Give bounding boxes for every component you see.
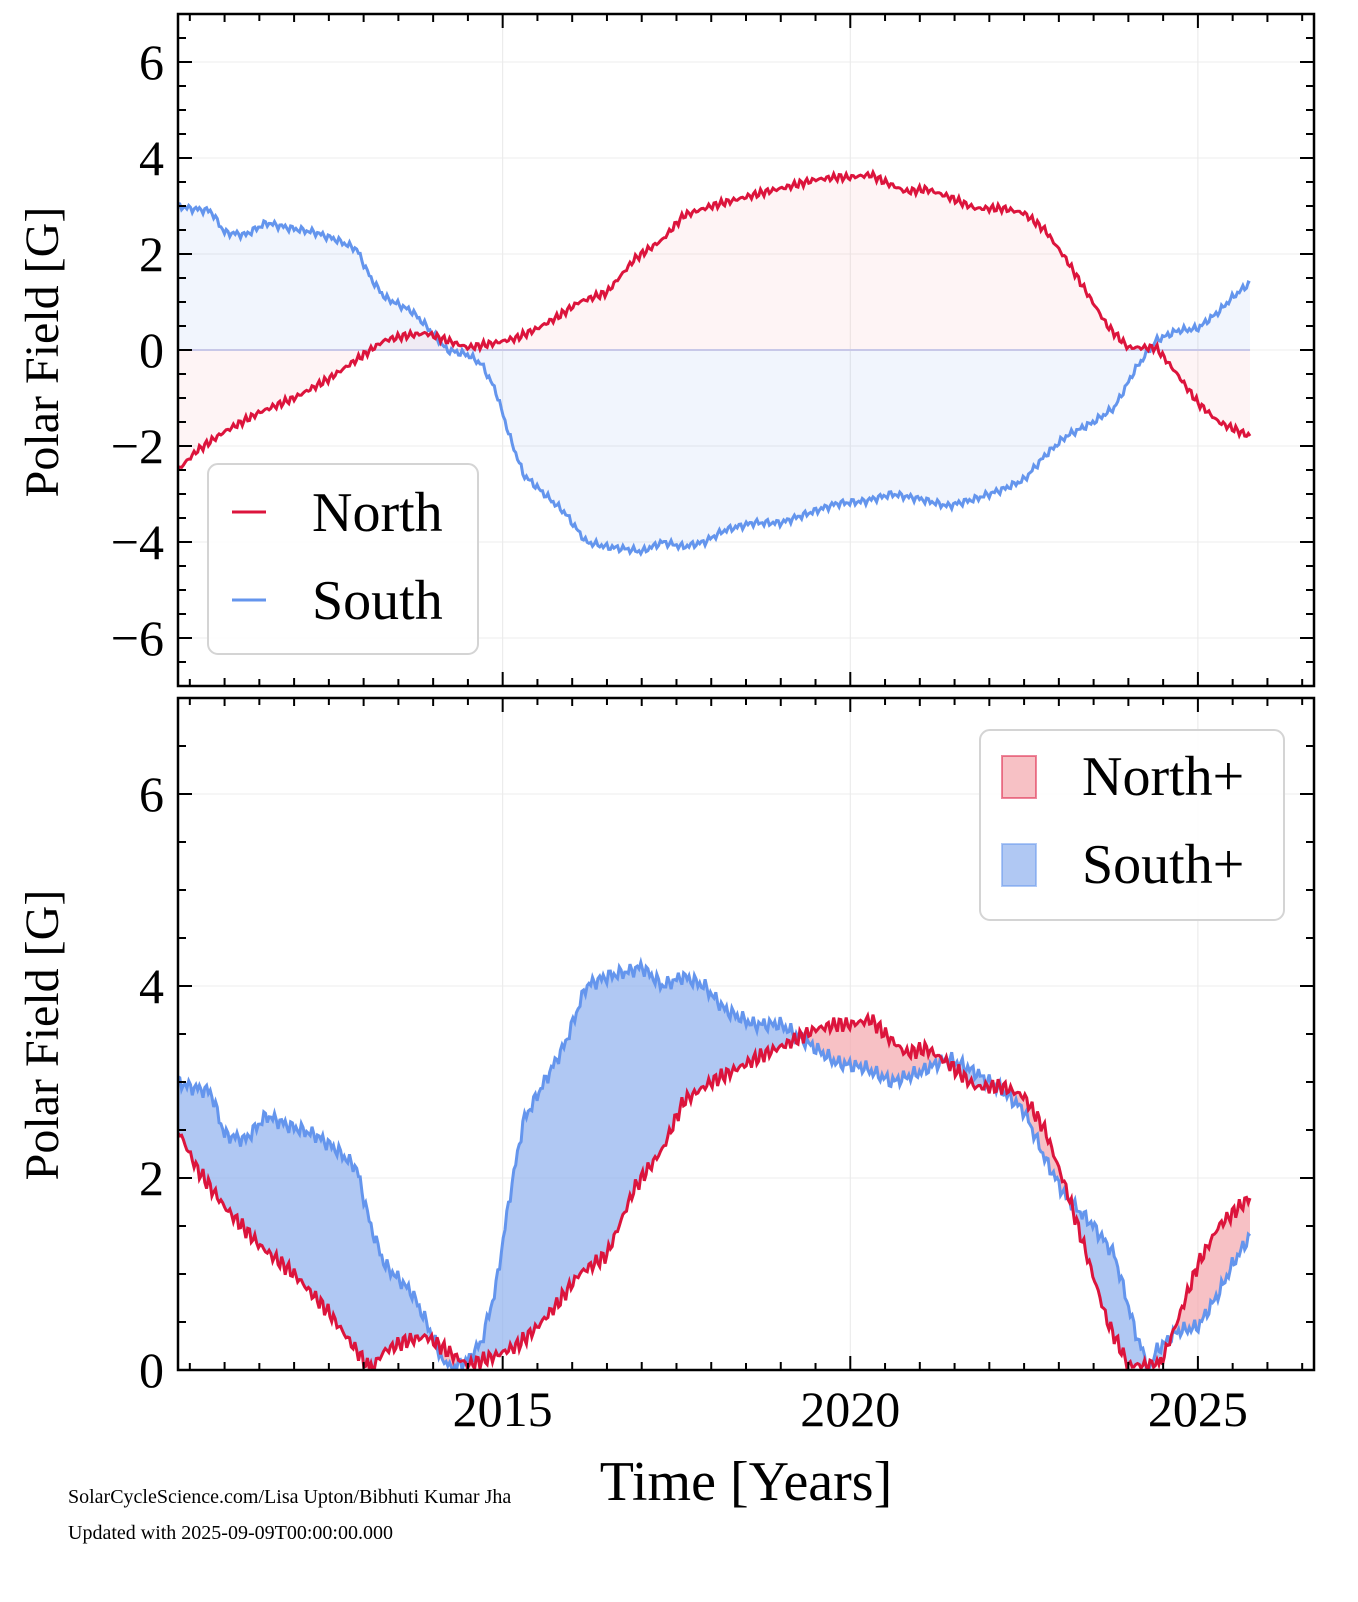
- north-plus-fill: [801, 1014, 941, 1087]
- x-tick-label: 2015: [453, 1381, 553, 1437]
- south-plus-fill: [985, 1074, 993, 1094]
- y-tick-label: 0: [139, 322, 164, 378]
- axes: 0 2 4 6 2015 2020 2025: [139, 696, 1316, 1437]
- y-tick-label: −2: [111, 418, 164, 474]
- y-tick-label: 0: [139, 1342, 164, 1398]
- south-plus-fill: [463, 962, 795, 1369]
- south-plus-fill: [178, 1076, 432, 1370]
- legend-label-south: South: [312, 570, 443, 632]
- north-zero-fill: [178, 172, 1250, 469]
- top-panel: −6 −4 −2 0 2 4 6 North South: [111, 12, 1316, 688]
- footer-credit: SolarCycleScience.com/Lisa Upton/Bibhuti…: [68, 1486, 512, 1508]
- footer-updated: Updated with 2025-09-09T00:00:00.000: [68, 1522, 393, 1544]
- y-tick-label: 4: [139, 130, 164, 186]
- top-legend: North South: [207, 463, 479, 655]
- top-ylabel: Polar Field [G]: [16, 207, 69, 498]
- legend-box: [207, 463, 479, 655]
- y-tick-label: 2: [139, 1150, 164, 1206]
- bottom-plot-area: [178, 956, 1252, 1370]
- top-plot-area: [178, 168, 1252, 557]
- south-plus-fill: [958, 1058, 986, 1090]
- y-tick-label: 4: [139, 958, 164, 1014]
- x-tick-label: 2020: [800, 1381, 900, 1437]
- y-tick-label: 2: [139, 226, 164, 282]
- south-zero-fill: [178, 203, 1250, 554]
- y-tick-label: −4: [111, 514, 164, 570]
- south-abs-line: [178, 956, 1252, 1370]
- legend-label-north: North: [312, 482, 443, 544]
- north-plus-fill: [1001, 1082, 1068, 1199]
- y-tick-label: 6: [139, 766, 164, 822]
- x-axis-label: Time [Years]: [600, 1451, 893, 1513]
- bottom-panel: 0 2 4 6 2015 2020 2025 North+ South+: [139, 696, 1316, 1437]
- axes: −6 −4 −2 0 2 4 6: [111, 12, 1316, 688]
- legend-swatch-south-plus: [1001, 843, 1037, 887]
- legend-box: [979, 729, 1285, 921]
- y-tick-label: −6: [111, 610, 164, 666]
- north-abs-line: [178, 1011, 1252, 1370]
- y-tick-label: 6: [139, 34, 164, 90]
- bottom-legend: North+ South+: [979, 729, 1285, 921]
- bottom-ylabel: Polar Field [G]: [16, 890, 69, 1181]
- legend-label-south-plus: South+: [1082, 834, 1244, 896]
- north-line: [178, 168, 1252, 470]
- south-line: [178, 201, 1251, 557]
- legend-swatch-north-plus: [1001, 755, 1037, 799]
- north-plus-fill: [1173, 1197, 1250, 1337]
- south-plus-fill: [1071, 1198, 1147, 1370]
- x-tick-label: 2025: [1148, 1381, 1248, 1437]
- legend-label-north-plus: North+: [1082, 746, 1244, 808]
